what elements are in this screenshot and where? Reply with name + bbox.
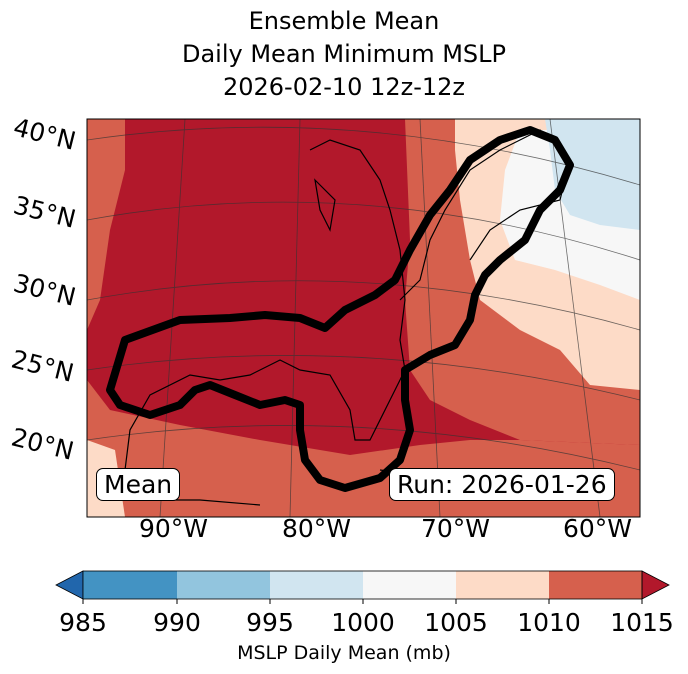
lon-label-90w: 90°W — [139, 514, 209, 543]
colorbar-extend-low — [55, 570, 84, 600]
field-995 — [545, 119, 640, 230]
title-line-1: Ensemble Mean — [248, 7, 440, 35]
colorbar-bin-995-1000 — [270, 571, 363, 599]
field-1010-west — [87, 119, 125, 330]
colorbar-tick: 1010 — [517, 608, 581, 637]
colorbar-tick: 1000 — [331, 608, 395, 637]
colorbar-tick: 1015 — [610, 608, 674, 637]
colorbar-tick: 990 — [153, 608, 201, 637]
title-line-3: 2026-02-10 12z-12z — [222, 73, 466, 101]
colorbar-bin-990-995 — [177, 571, 270, 599]
colorbar-bin-985-990 — [83, 571, 177, 599]
colorbar-bin-1005-1010 — [456, 571, 549, 599]
lon-label-80w: 80°W — [282, 514, 352, 543]
lon-label-60w: 60°W — [563, 514, 633, 543]
colorbar-extend-high — [641, 570, 670, 600]
colorbar-bin-1000-1005 — [363, 571, 456, 599]
run-label: Run: 2026-01-26 — [389, 468, 615, 501]
colorbar-tick: 985 — [59, 608, 107, 637]
mean-label: Mean — [96, 468, 181, 501]
contour-line — [106, 126, 574, 492]
title-line-2: Daily Mean Minimum MSLP — [181, 40, 506, 68]
colorbar-tick: 995 — [246, 608, 294, 637]
colorbar — [55, 570, 670, 604]
colorbar-label: MSLP Daily Mean (mb) — [237, 642, 451, 664]
colorbar-bin-1010-1015 — [549, 571, 642, 599]
lon-label-70w: 70°W — [421, 514, 491, 543]
colorbar-tick: 1005 — [424, 608, 488, 637]
map-frame — [86, 118, 641, 518]
